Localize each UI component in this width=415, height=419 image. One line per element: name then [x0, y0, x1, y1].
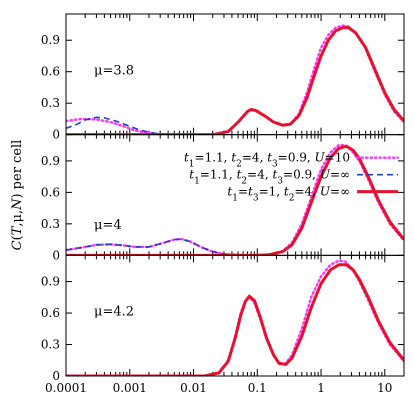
legend-entry-label: t1=1.1, t2=4, t3=0.9, U=∞	[189, 168, 350, 187]
panel-frame	[65, 254, 405, 377]
y-tick-label: 0	[52, 128, 60, 142]
x-tick-label: 0.01	[180, 381, 207, 395]
y-tick-label: 0.9	[41, 33, 60, 47]
x-tick-label: 0.001	[113, 381, 147, 395]
series-group	[66, 259, 404, 376]
y-tick-label: 0	[52, 248, 60, 262]
panel-3: 0 0.3 0.6 0.9 μ=4.2	[41, 254, 405, 383]
panel-label: μ=4	[94, 218, 122, 233]
legend-entry-label: t1=t3=1, t2=4, U=∞	[227, 185, 350, 204]
y-tick-label: 0	[52, 369, 60, 383]
y-axis-label: C(T,μ,N) per cell	[10, 140, 25, 251]
legend-entry-label: t1=1.1, t2=4, t3=0.9, U=10	[184, 151, 350, 170]
series-line-solid	[66, 263, 404, 376]
y-tick-label: 0.9	[41, 275, 60, 289]
y-tick-label: 0.3	[41, 338, 60, 352]
series-line-dashed	[66, 26, 404, 135]
series-line-solid	[66, 26, 404, 135]
panel-label: μ=4.2	[94, 305, 134, 320]
x-tick-label: 0.0001	[45, 381, 87, 395]
series-line-dashed	[66, 263, 404, 376]
panel-1: 0 0.3 0.6 0.9 μ=3.8	[41, 13, 405, 142]
series-line-solid	[66, 144, 404, 256]
x-tick-label: 10	[377, 381, 392, 395]
x-tick-label: 0.1	[248, 381, 267, 395]
y-tick-label: 0.3	[41, 96, 60, 110]
y-tick-label: 0.6	[41, 306, 60, 320]
panel-2: 00.30.60.9μ=4t1=1.1, t2=4, t3=0.9, U=10t…	[41, 134, 405, 262]
y-tick-label: 0.3	[41, 217, 60, 231]
x-tick-label: 1	[317, 381, 325, 395]
y-tick-label: 0.6	[41, 185, 60, 199]
series-group	[66, 24, 404, 135]
panel-label: μ=3.8	[94, 63, 134, 78]
series-line-dotted	[66, 24, 404, 135]
y-tick-label: 0.6	[41, 65, 60, 79]
y-tick-label: 0.9	[41, 154, 60, 168]
